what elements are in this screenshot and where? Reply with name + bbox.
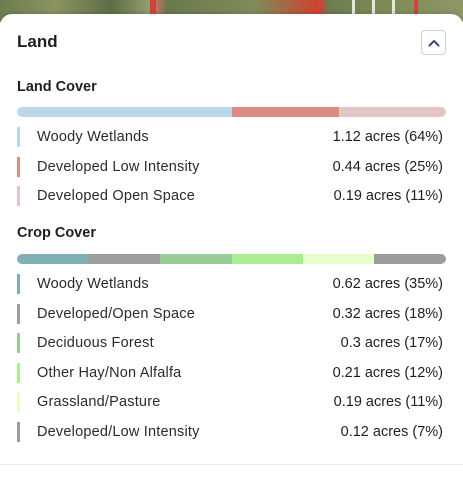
color-swatch: [17, 421, 20, 442]
land-cover-title: Land Cover: [17, 79, 97, 95]
legend-row: Woody Wetlands 1.12 acres (64%): [17, 126, 446, 148]
legend-row: Developed/Open Space 0.32 acres (18%): [17, 303, 446, 325]
legend-value: 0.62 acres (35%): [332, 276, 443, 292]
legend-label: Developed/Open Space: [37, 305, 195, 322]
legend-label: Grassland/Pasture: [37, 394, 161, 410]
map-road: [392, 0, 395, 22]
bar-segment: [303, 254, 375, 264]
map-feature: [414, 0, 418, 22]
bar-segment: [374, 254, 446, 264]
map-feature: [318, 0, 322, 22]
legend-label: Developed/Low Intensity: [37, 423, 200, 440]
divider: [0, 464, 463, 465]
bar-segment: [231, 107, 339, 117]
legend-value: 0.32 acres (18%): [332, 305, 443, 322]
legend-row: Deciduous Forest 0.3 acres (17%): [17, 332, 446, 354]
crop-cover-bar: [17, 254, 446, 264]
color-swatch: [17, 127, 20, 147]
crop-cover-title: Crop Cover: [17, 225, 96, 241]
legend-row: Developed Open Space 0.19 acres (11%): [17, 185, 446, 207]
legend-label: Developed Low Intensity: [37, 158, 200, 175]
collapse-button[interactable]: [421, 30, 446, 55]
map-road: [352, 0, 355, 22]
legend-label: Developed Open Space: [37, 188, 195, 204]
land-cover-bar: [17, 107, 446, 117]
bar-segment: [17, 107, 232, 117]
legend-value: 1.12 acres (64%): [332, 129, 443, 145]
legend-value: 0.44 acres (25%): [332, 158, 443, 175]
color-swatch: [17, 333, 20, 353]
legend-label: Woody Wetlands: [37, 129, 149, 145]
legend-value: 0.21 acres (12%): [332, 364, 443, 381]
map-road: [372, 0, 375, 22]
legend-label: Woody Wetlands: [37, 276, 149, 292]
bar-segment: [17, 254, 89, 264]
legend-row: Developed Low Intensity 0.44 acres (25%): [17, 156, 446, 178]
bar-segment: [88, 254, 160, 264]
legend-row: Other Hay/Non Alfalfa 0.21 acres (12%): [17, 362, 446, 384]
legend-label: Deciduous Forest: [37, 335, 154, 351]
legend-value: 0.19 acres (11%): [333, 188, 443, 204]
legend-row: Woody Wetlands 0.62 acres (35%): [17, 273, 446, 295]
map-feature: [150, 0, 156, 22]
legend-row: Developed/Low Intensity 0.12 acres (7%): [17, 421, 446, 443]
bar-segment: [338, 107, 446, 117]
color-swatch: [17, 392, 20, 412]
color-swatch: [17, 156, 20, 177]
color-swatch: [17, 303, 20, 324]
color-swatch: [17, 274, 20, 294]
legend-label: Other Hay/Non Alfalfa: [37, 364, 182, 381]
bar-segment: [160, 254, 232, 264]
chevron-up-icon: [428, 39, 439, 46]
legend-value: 0.12 acres (7%): [340, 423, 443, 440]
panel-title: Land: [17, 32, 58, 51]
bar-segment: [231, 254, 303, 264]
legend-value: 0.19 acres (11%): [333, 394, 443, 410]
land-panel: Land Land Cover Woody Wetlands 1.12 acres…: [0, 14, 463, 480]
color-swatch: [17, 186, 20, 206]
color-swatch: [17, 362, 20, 383]
legend-row: Grassland/Pasture 0.19 acres (11%): [17, 391, 446, 413]
legend-value: 0.3 acres (17%): [340, 335, 443, 351]
